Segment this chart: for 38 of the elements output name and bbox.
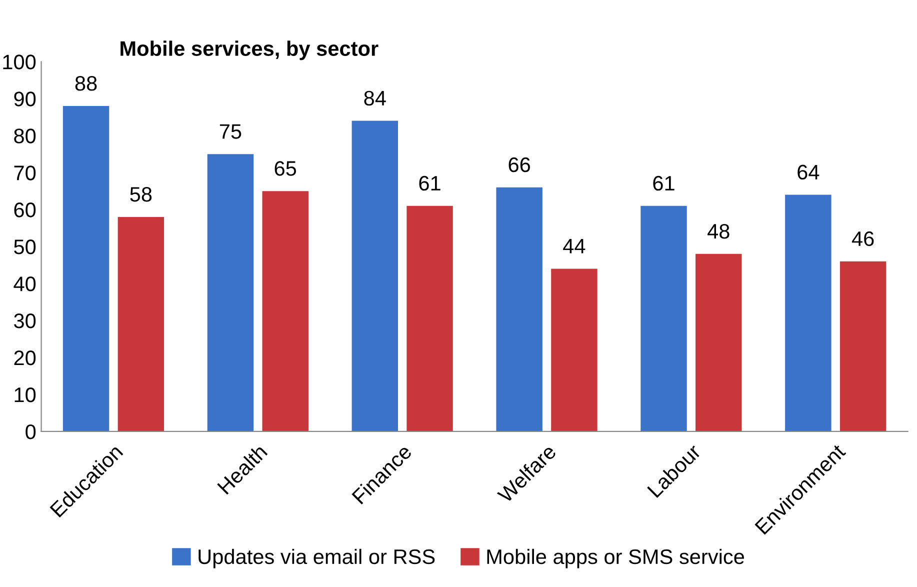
bar [352, 120, 398, 432]
bar [262, 191, 308, 432]
y-tick-label: 50 [14, 240, 36, 254]
bar [496, 187, 542, 432]
y-tick-label: 100 [3, 54, 36, 70]
y-tick-label: 10 [14, 387, 36, 402]
data-label: 66 [508, 157, 530, 172]
data-label: 46 [852, 231, 874, 246]
y-tick-label: 40 [14, 276, 36, 292]
chart-title: Mobile services, by sector [120, 40, 378, 60]
data-label: 64 [798, 164, 820, 180]
data-label: 61 [653, 176, 674, 191]
data-label: 84 [364, 90, 386, 106]
y-tick-label: 90 [14, 92, 36, 106]
bar [640, 206, 687, 432]
data-label: 44 [563, 238, 586, 254]
data-label: 61 [419, 176, 440, 191]
legend-label: Mobile apps or SMS service [487, 548, 744, 568]
data-label: 88 [75, 76, 97, 91]
bar [118, 216, 164, 432]
data-label: 75 [220, 124, 242, 139]
y-tick-label: 70 [14, 166, 36, 180]
bar [551, 268, 598, 432]
y-tick-label: 0 [26, 424, 36, 440]
y-tick-label: 80 [14, 128, 36, 144]
bar [207, 154, 254, 432]
data-label: 65 [274, 161, 296, 176]
data-label: 58 [130, 186, 152, 202]
legend-label: Updates via email or RSS [198, 548, 435, 568]
data-label: 48 [708, 224, 730, 239]
bar [696, 254, 742, 432]
bar [62, 106, 110, 432]
bar [406, 206, 453, 432]
y-tick-label: 30 [14, 314, 36, 328]
y-tick-label: 20 [14, 350, 36, 366]
bar [785, 194, 832, 432]
y-tick-label: 60 [14, 202, 36, 218]
bar [840, 261, 886, 432]
